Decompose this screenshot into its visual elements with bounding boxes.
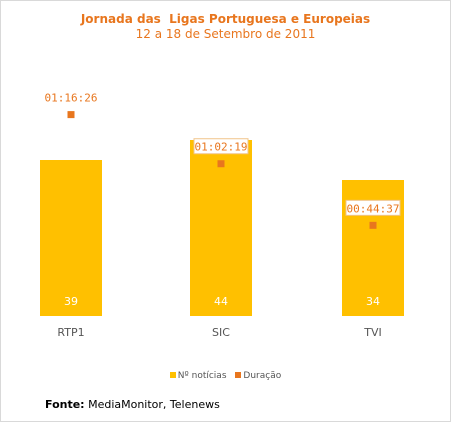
source-note: Fonte: MediaMonitor, Telenews bbox=[45, 398, 220, 411]
bar-sic bbox=[190, 140, 252, 316]
duration-label-box-sic bbox=[193, 138, 249, 155]
legend-swatch-noticias bbox=[169, 372, 176, 378]
bar-rtp1 bbox=[40, 160, 102, 316]
duration-label-tvi: 00:44:37 bbox=[347, 202, 400, 215]
bar-value-sic: 44 bbox=[214, 295, 228, 308]
legend-swatch-duracao bbox=[235, 372, 242, 378]
bar-value-rtp1: 39 bbox=[64, 295, 78, 308]
duration-label-box-tvi bbox=[345, 199, 401, 216]
source-text: MediaMonitor, Telenews bbox=[84, 398, 220, 411]
duration-label-sic: 01:02:19 bbox=[195, 141, 248, 154]
legend-label-noticias: Nº notícias bbox=[177, 371, 227, 381]
bar-value-tvi: 34 bbox=[366, 295, 380, 308]
duration-point-tvi bbox=[369, 221, 377, 229]
legend-item-duracao: Duração bbox=[235, 371, 281, 381]
x-tick-tvi: TVI bbox=[363, 326, 382, 339]
duration-point-rtp1 bbox=[67, 111, 75, 119]
x-tick-sic: SIC bbox=[212, 326, 230, 339]
chart-title: Jornada das Ligas Portuguesa e Europeias bbox=[80, 12, 371, 26]
source-label: Fonte: bbox=[45, 398, 85, 411]
legend-label-duracao: Duração bbox=[243, 371, 282, 381]
duration-label-rtp1: 01:16:26 bbox=[45, 92, 98, 105]
chart-subtitle: 12 a 18 de Setembro de 2011 bbox=[135, 27, 316, 41]
duration-point-sic bbox=[217, 160, 225, 168]
duration-label-box-rtp1 bbox=[44, 89, 98, 105]
x-tick-rtp1: RTP1 bbox=[57, 326, 84, 339]
legend: Nº notícias Duração bbox=[0, 371, 451, 381]
legend-item-noticias: Nº notícias bbox=[169, 371, 227, 381]
